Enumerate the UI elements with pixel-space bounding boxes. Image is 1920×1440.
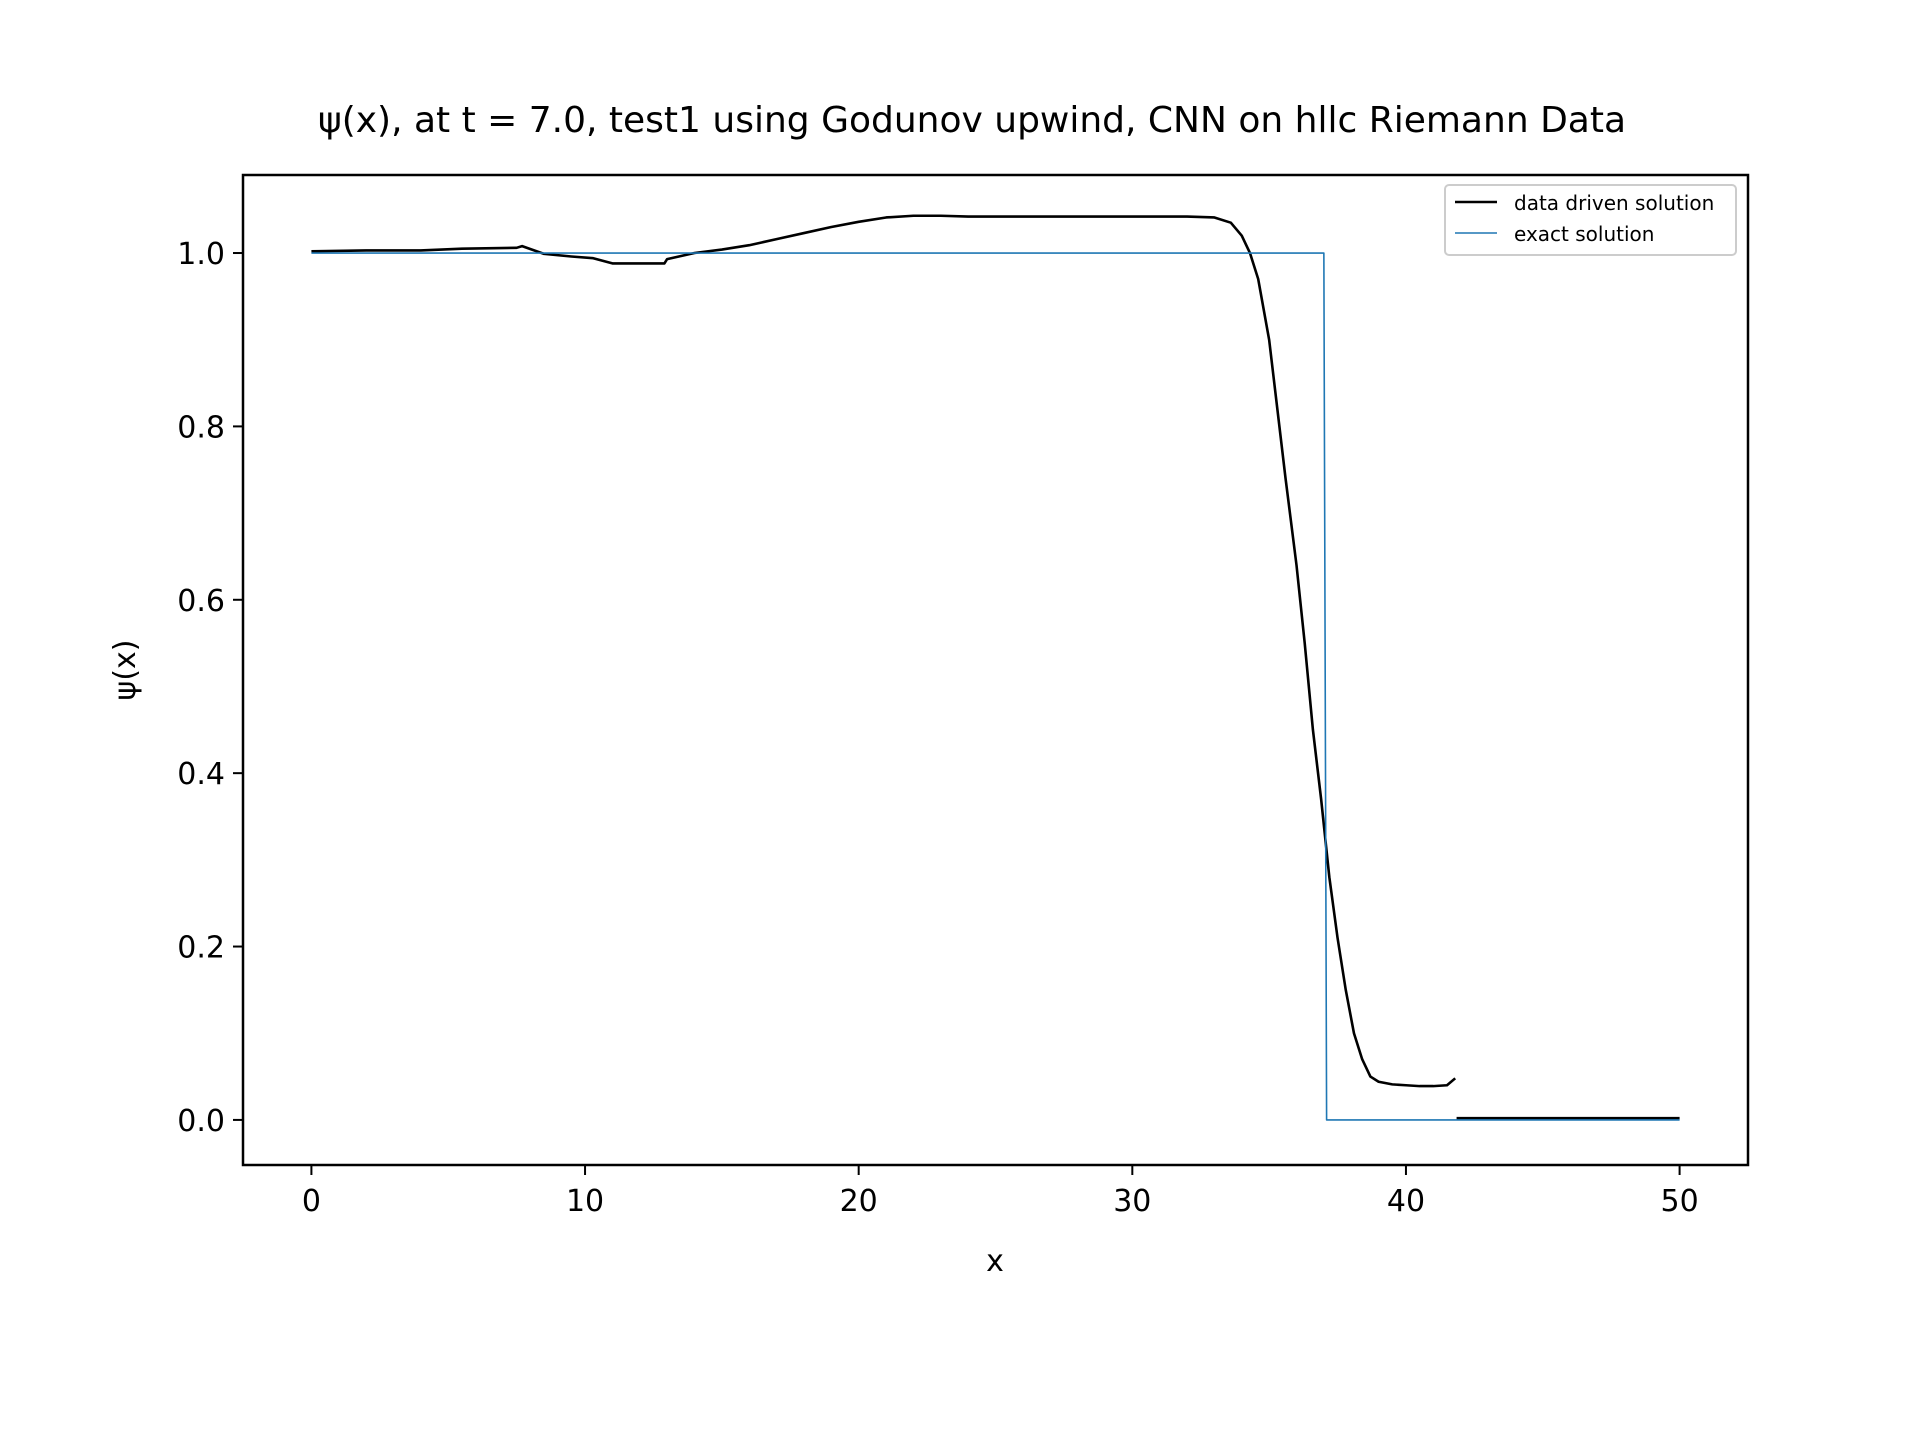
plot-area [311, 214, 1680, 1121]
legend: data driven solution exact solution [1444, 184, 1737, 256]
y-tick-label: 0.4 [177, 757, 225, 792]
legend-label-exact: exact solution [1514, 222, 1654, 246]
legend-label-data-driven: data driven solution [1514, 191, 1714, 215]
x-tick-label: 30 [1113, 1184, 1151, 1219]
series-line-exact [311, 252, 1680, 1121]
x-tick-label: 10 [566, 1184, 604, 1219]
x-tick-label: 20 [840, 1184, 878, 1219]
x-tick-label: 0 [302, 1184, 321, 1219]
y-tick-label: 0.2 [177, 931, 225, 966]
series-line-data-driven [311, 214, 1680, 1120]
x-tick-label: 40 [1387, 1184, 1425, 1219]
plot-frame [241, 173, 1750, 1167]
chart-title: ψ(x), at t = 7.0, test1 using Godunov up… [318, 100, 1626, 141]
x-tick-label: 50 [1660, 1184, 1698, 1219]
axis-ticks: 0 10 20 30 40 50 0.0 0.2 0.4 0.6 0.8 1.0 [177, 237, 1698, 1219]
legend-box [1444, 184, 1737, 256]
y-tick-label: 0.0 [177, 1104, 225, 1139]
y-tick-label: 1.0 [177, 237, 225, 272]
x-axis-label: x [986, 1244, 1004, 1279]
y-tick-label: 0.6 [177, 584, 225, 619]
y-tick-label: 0.8 [177, 410, 225, 445]
y-axis-label: ψ(x) [108, 640, 143, 701]
